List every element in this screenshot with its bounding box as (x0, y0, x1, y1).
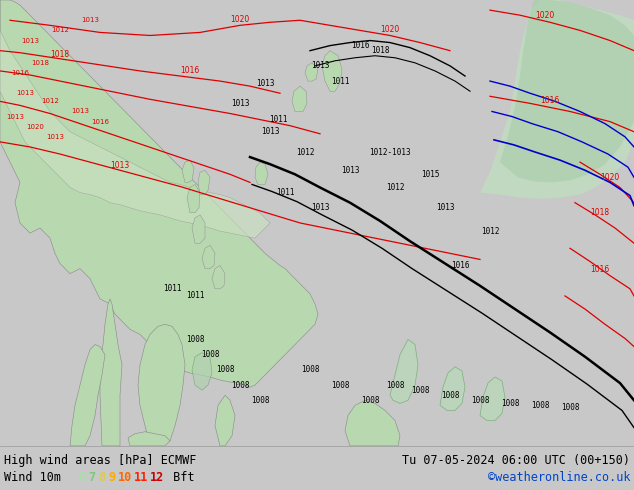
Text: 1015: 1015 (421, 170, 439, 179)
Text: Bft: Bft (166, 471, 195, 485)
Polygon shape (100, 299, 122, 446)
Text: 1008: 1008 (231, 381, 249, 390)
Text: 1018: 1018 (371, 46, 389, 55)
Text: 1016: 1016 (590, 265, 610, 273)
Text: 1020: 1020 (26, 123, 44, 130)
Polygon shape (292, 86, 307, 112)
Text: 12: 12 (150, 471, 164, 485)
Text: 1008: 1008 (501, 399, 519, 408)
Text: 6: 6 (78, 471, 85, 485)
Polygon shape (192, 215, 205, 243)
Polygon shape (128, 432, 170, 446)
Text: 9: 9 (108, 471, 115, 485)
Text: 1013: 1013 (81, 17, 99, 23)
Text: 1011: 1011 (276, 188, 294, 197)
Text: 1013: 1013 (110, 161, 129, 170)
Text: 1013: 1013 (340, 166, 359, 175)
Text: 1012: 1012 (51, 27, 69, 33)
Text: 1013: 1013 (436, 203, 454, 212)
Text: 1013: 1013 (311, 61, 329, 71)
Text: 1016: 1016 (351, 41, 369, 50)
Polygon shape (440, 367, 465, 411)
Text: 1016: 1016 (181, 66, 200, 75)
Polygon shape (70, 344, 105, 446)
Text: High wind areas [hPa] ECMWF: High wind areas [hPa] ECMWF (4, 454, 197, 467)
Text: 1016: 1016 (451, 261, 469, 270)
Polygon shape (198, 170, 210, 195)
Text: 1011: 1011 (186, 292, 204, 300)
Text: 1013: 1013 (46, 134, 64, 140)
Text: 1020: 1020 (380, 25, 399, 34)
Polygon shape (212, 266, 225, 289)
Text: Wind 10m: Wind 10m (4, 471, 61, 485)
Text: 1012: 1012 (481, 226, 499, 236)
Text: 1016: 1016 (91, 119, 109, 124)
Text: 10: 10 (118, 471, 133, 485)
Text: 8: 8 (98, 471, 105, 485)
Text: 1011: 1011 (331, 76, 349, 86)
Polygon shape (480, 377, 505, 420)
Text: 1008: 1008 (216, 366, 234, 374)
Polygon shape (500, 0, 634, 182)
Polygon shape (255, 162, 268, 184)
Text: ©weatheronline.co.uk: ©weatheronline.co.uk (488, 471, 630, 485)
Polygon shape (182, 160, 194, 182)
Text: 1008: 1008 (361, 396, 379, 405)
Text: 1008: 1008 (471, 396, 489, 405)
Text: 1011: 1011 (163, 284, 181, 294)
Text: 1013: 1013 (6, 114, 24, 120)
Polygon shape (480, 0, 634, 198)
Polygon shape (0, 0, 270, 238)
Text: 1008: 1008 (301, 366, 320, 374)
Text: 1013: 1013 (256, 78, 275, 88)
Text: 11: 11 (134, 471, 148, 485)
Text: 1018: 1018 (31, 60, 49, 66)
Text: 1018: 1018 (590, 208, 609, 217)
Text: 1008: 1008 (331, 381, 349, 390)
Polygon shape (0, 0, 318, 387)
Text: 1008: 1008 (560, 403, 579, 412)
Text: 1008: 1008 (385, 381, 404, 390)
Polygon shape (138, 324, 185, 446)
Text: 1020: 1020 (230, 15, 250, 24)
Text: 1020: 1020 (600, 173, 619, 182)
Polygon shape (322, 50, 342, 91)
Text: 1011: 1011 (269, 115, 287, 124)
Polygon shape (390, 340, 418, 403)
Polygon shape (187, 184, 200, 213)
Text: Tu 07-05-2024 06:00 UTC (00+150): Tu 07-05-2024 06:00 UTC (00+150) (402, 454, 630, 467)
Polygon shape (192, 353, 212, 390)
Text: 1018: 1018 (51, 50, 70, 59)
Text: 1012: 1012 (295, 147, 314, 156)
Text: 1013: 1013 (261, 127, 279, 136)
Text: 1013: 1013 (311, 203, 329, 212)
Text: 1012: 1012 (385, 183, 404, 192)
Text: 7: 7 (88, 471, 95, 485)
Text: 1008: 1008 (186, 335, 204, 344)
Text: 1020: 1020 (535, 11, 555, 20)
Text: 1013: 1013 (16, 90, 34, 96)
Text: 1013: 1013 (21, 38, 39, 44)
Text: 1008: 1008 (441, 391, 459, 400)
Text: 1008: 1008 (201, 350, 219, 359)
Text: 1016: 1016 (11, 70, 29, 76)
Text: 1016: 1016 (540, 97, 560, 105)
Text: 1013: 1013 (231, 99, 249, 108)
Text: 1008: 1008 (411, 386, 429, 394)
Text: 1012: 1012 (41, 98, 59, 104)
Text: 1008: 1008 (531, 401, 549, 410)
Text: 1012-1013: 1012-1013 (369, 147, 411, 156)
Text: 1013: 1013 (71, 108, 89, 115)
Polygon shape (345, 400, 400, 446)
Text: 1008: 1008 (251, 396, 269, 405)
Polygon shape (215, 395, 235, 446)
Polygon shape (305, 63, 318, 81)
Polygon shape (202, 245, 215, 269)
